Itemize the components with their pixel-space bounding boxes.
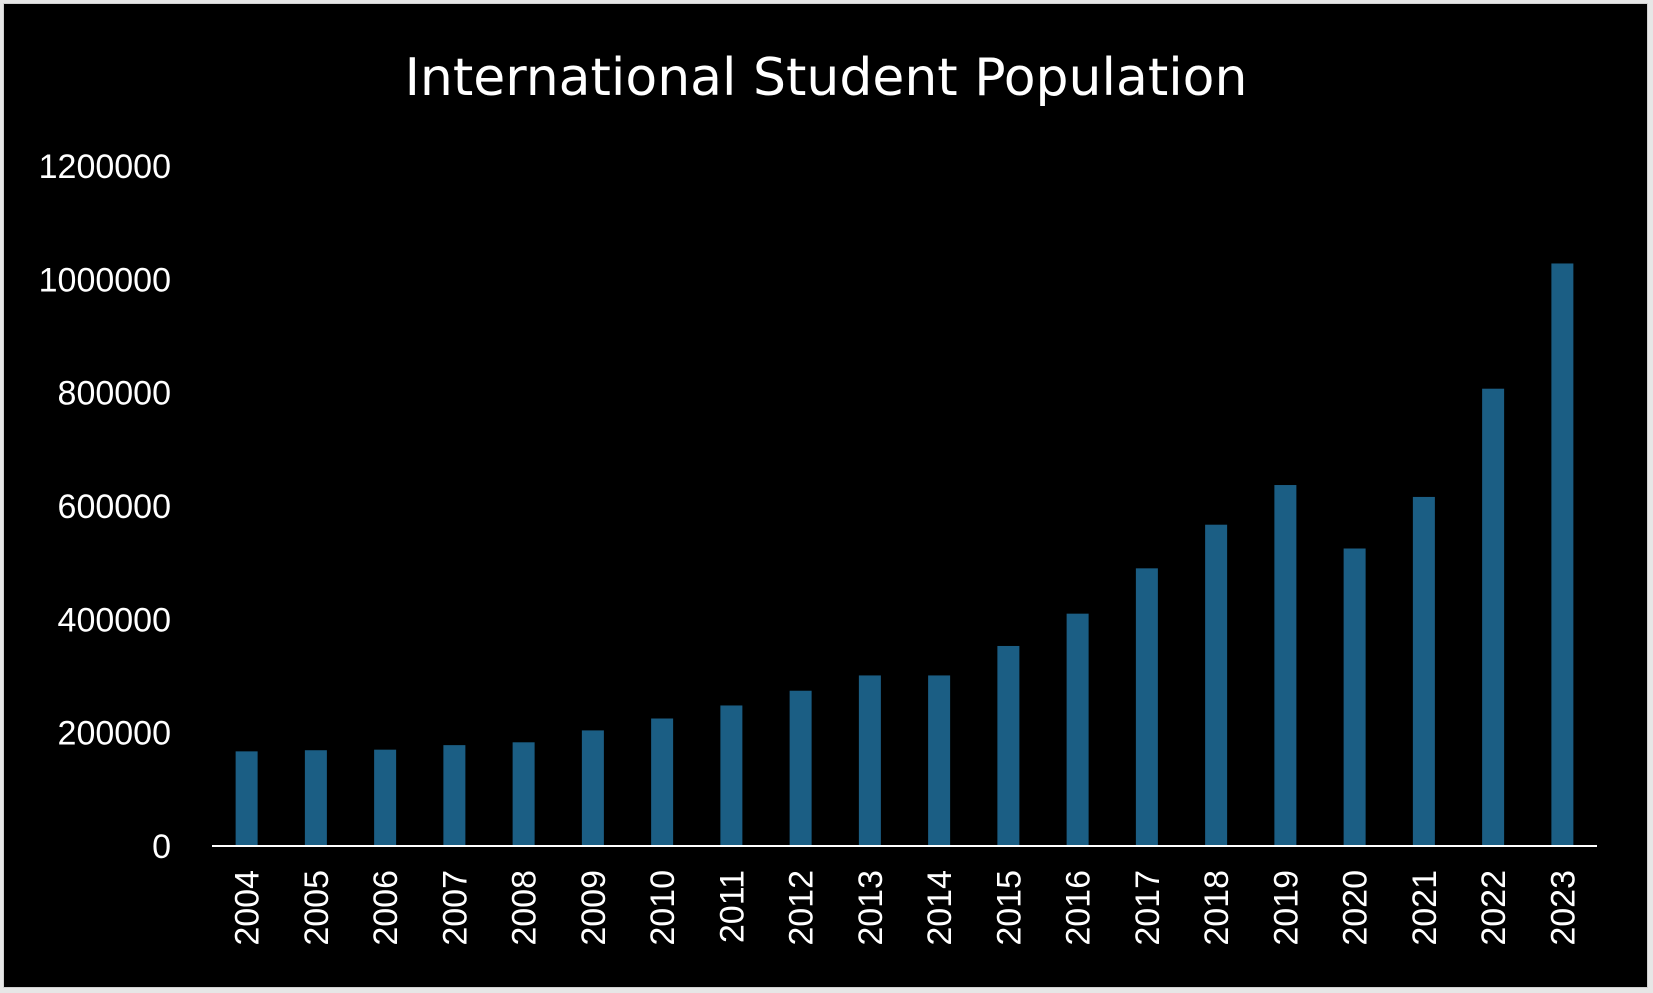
bar xyxy=(1551,263,1574,846)
x-tick-label: 2017 xyxy=(1129,870,1167,946)
y-tick-label: 0 xyxy=(152,828,171,866)
bar xyxy=(1343,548,1366,846)
bar xyxy=(1412,496,1435,846)
bar xyxy=(1274,485,1297,846)
bar xyxy=(512,742,535,846)
bar xyxy=(1482,388,1505,846)
x-tick-label: 2011 xyxy=(713,870,751,943)
x-tick-label: 2019 xyxy=(1267,870,1305,946)
x-tick-label: 2008 xyxy=(506,870,544,946)
x-tick-label: 2014 xyxy=(921,870,959,946)
x-axis: 2004 2005 2006 2007 2008 2009 2010 2011 2012 2013… xyxy=(229,870,1583,946)
y-axis: 0 200000 400000 600000 800000 1000000 1200000 xyxy=(39,148,171,866)
x-tick-label: 2020 xyxy=(1337,870,1375,946)
x-tick-label: 2013 xyxy=(852,870,890,946)
bar xyxy=(235,751,258,846)
bar xyxy=(720,705,743,846)
bar xyxy=(858,675,881,846)
x-tick-label: 2012 xyxy=(783,870,821,946)
bar xyxy=(581,730,604,846)
bar xyxy=(928,675,951,846)
y-tick-label: 200000 xyxy=(58,715,171,753)
bars xyxy=(235,263,1574,846)
chart-frame xyxy=(3,3,1648,988)
bar xyxy=(304,750,327,846)
x-tick-label: 2007 xyxy=(436,870,474,946)
x-tick-label: 2016 xyxy=(1060,870,1098,946)
x-tick-label: 2018 xyxy=(1198,870,1236,946)
bar xyxy=(1205,524,1228,846)
x-tick-label: 2004 xyxy=(229,870,267,946)
x-tick-label: 2022 xyxy=(1475,870,1513,946)
bar xyxy=(997,645,1020,846)
y-tick-label: 1000000 xyxy=(39,261,171,299)
x-tick-label: 2006 xyxy=(367,870,405,946)
y-tick-label: 1200000 xyxy=(39,148,171,186)
x-tick-label: 2010 xyxy=(644,870,682,946)
bar xyxy=(1135,568,1158,846)
y-tick-label: 600000 xyxy=(58,488,171,526)
bar xyxy=(651,718,674,846)
x-tick-label: 2005 xyxy=(298,870,336,946)
x-tick-label: 2015 xyxy=(990,870,1028,946)
x-tick-label: 2021 xyxy=(1406,870,1444,946)
bar xyxy=(374,749,397,846)
bar xyxy=(443,745,466,846)
y-tick-label: 800000 xyxy=(58,375,171,413)
bar xyxy=(1066,613,1089,846)
y-tick-label: 400000 xyxy=(58,601,171,639)
x-tick-label: 2023 xyxy=(1544,870,1582,946)
bar xyxy=(789,690,812,846)
chart-title: International Student Population xyxy=(405,48,1248,108)
x-tick-label: 2009 xyxy=(575,870,613,946)
